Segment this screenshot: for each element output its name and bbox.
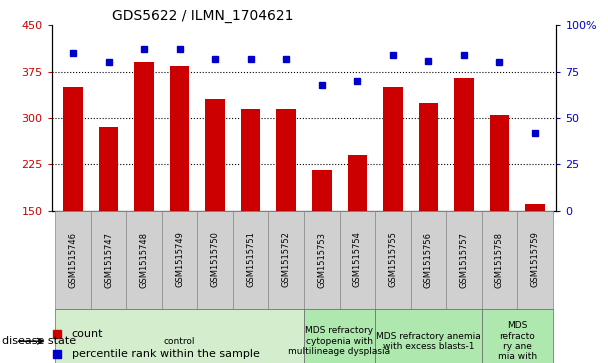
Text: GSM1515750: GSM1515750 — [210, 232, 219, 287]
Text: GSM1515746: GSM1515746 — [69, 232, 77, 287]
Bar — [525, 204, 545, 211]
Bar — [162, 211, 198, 309]
Bar — [198, 211, 233, 309]
Bar — [375, 211, 410, 309]
Bar — [304, 309, 375, 363]
Bar — [482, 211, 517, 309]
Bar — [170, 65, 189, 211]
Bar — [348, 155, 367, 211]
Text: MDS refractory
cytopenia with
multilineage dysplasia: MDS refractory cytopenia with multilinea… — [288, 326, 390, 356]
Bar — [63, 87, 83, 211]
Bar — [55, 211, 91, 309]
Bar — [482, 309, 553, 363]
Bar — [206, 99, 225, 211]
Text: count: count — [72, 329, 103, 339]
Bar — [233, 211, 269, 309]
Text: GSM1515749: GSM1515749 — [175, 232, 184, 287]
Bar — [454, 78, 474, 211]
Text: percentile rank within the sample: percentile rank within the sample — [72, 349, 260, 359]
Bar — [277, 109, 296, 211]
Bar — [98, 127, 119, 211]
Text: GSM1515753: GSM1515753 — [317, 232, 326, 287]
Bar — [134, 62, 154, 211]
Text: control: control — [164, 337, 195, 346]
Bar — [55, 309, 304, 363]
Text: GDS5622 / ILMN_1704621: GDS5622 / ILMN_1704621 — [112, 9, 294, 23]
Bar — [375, 309, 482, 363]
Bar — [312, 170, 331, 211]
Text: GSM1515752: GSM1515752 — [282, 232, 291, 287]
Text: GSM1515751: GSM1515751 — [246, 232, 255, 287]
Text: GSM1515756: GSM1515756 — [424, 232, 433, 287]
Text: disease state: disease state — [2, 336, 76, 346]
Text: GSM1515757: GSM1515757 — [460, 232, 468, 287]
Bar — [419, 102, 438, 211]
Bar — [91, 211, 126, 309]
Text: GSM1515758: GSM1515758 — [495, 232, 504, 287]
Bar — [517, 211, 553, 309]
Text: MDS refractory anemia
with excess blasts-1: MDS refractory anemia with excess blasts… — [376, 331, 481, 351]
Text: GSM1515747: GSM1515747 — [104, 232, 113, 287]
Bar — [304, 211, 339, 309]
Text: GSM1515754: GSM1515754 — [353, 232, 362, 287]
Bar — [410, 211, 446, 309]
Bar — [489, 115, 510, 211]
Bar — [446, 211, 482, 309]
Bar — [383, 87, 402, 211]
Text: GSM1515759: GSM1515759 — [531, 232, 539, 287]
Text: GSM1515748: GSM1515748 — [140, 232, 148, 287]
Text: GSM1515755: GSM1515755 — [389, 232, 398, 287]
Bar — [126, 211, 162, 309]
Text: MDS
refracto
ry ane
mia with: MDS refracto ry ane mia with — [498, 321, 537, 361]
Bar — [339, 211, 375, 309]
Bar — [269, 211, 304, 309]
Bar — [241, 109, 260, 211]
